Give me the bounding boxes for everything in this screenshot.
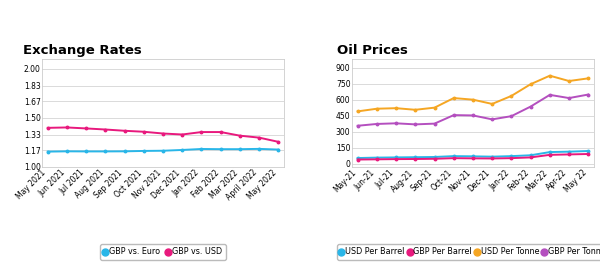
GBP Per Tonne [431, 122, 438, 125]
GBP Per Tonne [546, 93, 553, 97]
GBP vs. USD [44, 126, 52, 129]
Line: GBP vs. Euro: GBP vs. Euro [47, 148, 280, 153]
USD Per Barrel [431, 155, 438, 159]
Line: USD Per Tonne: USD Per Tonne [356, 75, 589, 113]
GBP Per Tonne [565, 97, 572, 100]
GBP vs. Euro [275, 148, 282, 151]
Line: GBP Per Tonne: GBP Per Tonne [356, 93, 589, 127]
GBP Per Tonne [392, 122, 400, 125]
USD Per Tonne [373, 107, 380, 110]
GBP vs. USD [217, 130, 224, 134]
GBP vs. USD [198, 130, 205, 134]
GBP Per Barrel [584, 152, 592, 155]
GBP vs. Euro [198, 147, 205, 151]
GBP vs. USD [102, 128, 109, 131]
USD Per Barrel [354, 157, 361, 160]
GBP Per Barrel [508, 157, 515, 160]
USD Per Tonne [565, 79, 572, 83]
GBP Per Barrel [565, 153, 572, 156]
GBP vs. USD [236, 134, 244, 137]
USD Per Barrel [508, 154, 515, 158]
GBP Per Barrel [392, 157, 400, 161]
GBP Per Tonne [527, 105, 534, 108]
Line: GBP vs. USD: GBP vs. USD [47, 126, 280, 143]
GBP Per Barrel [546, 153, 553, 157]
GBP vs. Euro [121, 150, 128, 153]
USD Per Tonne [508, 94, 515, 98]
GBP Per Tonne [373, 122, 380, 126]
GBP vs. Euro [64, 150, 71, 153]
Line: USD Per Barrel: USD Per Barrel [356, 150, 589, 159]
USD Per Tonne [546, 74, 553, 77]
GBP vs. Euro [236, 148, 244, 151]
GBP Per Barrel [373, 158, 380, 161]
USD Per Tonne [584, 77, 592, 80]
USD Per Tonne [450, 97, 457, 100]
USD Per Tonne [431, 106, 438, 109]
Legend: USD Per Barrel, GBP Per Barrel, USD Per Tonne, GBP Per Tonne: USD Per Barrel, GBP Per Barrel, USD Per … [337, 244, 600, 260]
GBP vs. Euro [256, 147, 263, 150]
GBP Per Barrel [450, 157, 457, 160]
GBP Per Barrel [469, 157, 476, 160]
GBP Per Tonne [469, 114, 476, 117]
USD Per Barrel [373, 156, 380, 159]
USD Per Tonne [488, 102, 496, 105]
GBP Per Tonne [354, 124, 361, 128]
GBP Per Barrel [527, 156, 534, 159]
Text: Oil Prices: Oil Prices [337, 44, 408, 56]
USD Per Barrel [450, 154, 457, 158]
GBP vs. Euro [102, 150, 109, 153]
GBP vs. USD [140, 130, 148, 133]
USD Per Tonne [469, 98, 476, 101]
GBP vs. USD [83, 127, 90, 130]
GBP Per Tonne [450, 114, 457, 117]
GBP vs. USD [179, 133, 186, 136]
USD Per Barrel [546, 150, 553, 154]
USD Per Barrel [584, 149, 592, 153]
USD Per Tonne [412, 108, 419, 111]
USD Per Barrel [565, 150, 572, 153]
GBP Per Tonne [412, 123, 419, 126]
GBP vs. USD [275, 140, 282, 143]
GBP vs. USD [64, 126, 71, 129]
Legend: GBP vs. Euro, GBP vs. USD: GBP vs. Euro, GBP vs. USD [100, 244, 226, 260]
GBP Per Barrel [412, 157, 419, 161]
Text: Exchange Rates: Exchange Rates [23, 44, 142, 56]
GBP vs. Euro [83, 150, 90, 153]
USD Per Barrel [488, 155, 496, 158]
USD Per Barrel [469, 155, 476, 158]
USD Per Tonne [527, 83, 534, 86]
GBP vs. Euro [160, 149, 167, 152]
GBP vs. USD [121, 129, 128, 132]
GBP Per Barrel [488, 157, 496, 160]
USD Per Barrel [527, 154, 534, 157]
GBP vs. USD [160, 132, 167, 135]
Line: GBP Per Barrel: GBP Per Barrel [356, 153, 589, 161]
USD Per Tonne [392, 107, 400, 110]
GBP vs. Euro [140, 149, 148, 153]
GBP vs. Euro [44, 150, 52, 153]
GBP vs. Euro [179, 148, 186, 151]
USD Per Barrel [392, 156, 400, 159]
GBP Per Tonne [508, 115, 515, 118]
GBP vs. Euro [217, 148, 224, 151]
GBP Per Tonne [584, 93, 592, 96]
GBP Per Barrel [354, 158, 361, 161]
GBP vs. USD [256, 136, 263, 139]
USD Per Tonne [354, 110, 361, 113]
GBP Per Tonne [488, 118, 496, 121]
USD Per Barrel [412, 155, 419, 159]
GBP Per Barrel [431, 157, 438, 160]
